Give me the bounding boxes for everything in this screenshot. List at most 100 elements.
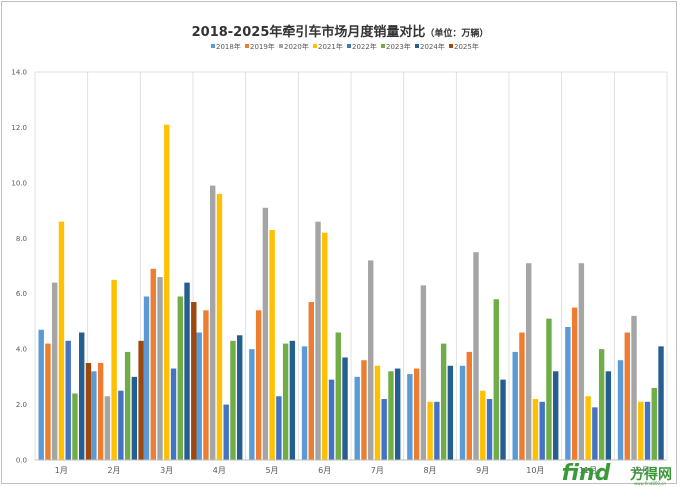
- bar-2020年-2月: [104, 396, 111, 460]
- bar-2025年-1月: [85, 363, 92, 460]
- legend-label-4: 2022年: [352, 42, 377, 51]
- y-tick-label: 2.0: [16, 401, 27, 409]
- bar-2018年-9月: [459, 365, 466, 460]
- legend-swatch-1: [245, 44, 249, 48]
- bar-2019年-5月: [255, 310, 262, 460]
- bar-2023年-5月: [282, 343, 289, 460]
- legend-swatch-0: [211, 44, 215, 48]
- bar-2020年-3月: [157, 277, 163, 460]
- bar-2022年-8月: [434, 401, 440, 460]
- bar-2023年-4月: [230, 340, 236, 460]
- bar-2021年-6月: [322, 232, 328, 460]
- bar-2018年-7月: [354, 376, 360, 460]
- bar-2023年-10月: [546, 318, 552, 460]
- bar-2019年-3月: [150, 268, 156, 460]
- bar-2021年-10月: [532, 399, 539, 460]
- bar-2018年-3月: [143, 296, 150, 460]
- y-tick-label: 12.0: [11, 124, 27, 132]
- chart-title-unit: （单位：万辆）: [425, 27, 488, 39]
- bar-2023年-1月: [72, 393, 78, 460]
- legend-swatch-5: [381, 44, 385, 48]
- y-tick-label: 4.0: [16, 346, 27, 354]
- bar-2024年-12月: [658, 346, 664, 460]
- bar-2020年-4月: [210, 185, 216, 460]
- bar-2023年-8月: [440, 343, 447, 460]
- x-category-label: 3月: [160, 466, 173, 475]
- bar-marks: [38, 124, 664, 460]
- bar-2020年-5月: [262, 207, 269, 460]
- bar-2022年-7月: [381, 399, 387, 460]
- bar-2018年-10月: [512, 351, 518, 460]
- bar-2019年-10月: [519, 332, 525, 460]
- bar-2025年-2月: [138, 340, 144, 460]
- y-axis: 0.0 2.0 4.0 6.0 8.0 10.0 12.0 14.0: [11, 69, 27, 465]
- x-axis: 1月 2月 3月 4月 5月 6月 7月 8月 9月 10月 11月 12月: [35, 459, 667, 475]
- bar-2022年-6月: [328, 379, 335, 460]
- legend-label-6: 2024年: [420, 42, 445, 51]
- chart-title: 2018-2025年牵引车市场月度销量对比（单位：万辆）: [192, 24, 489, 40]
- watermark-brand-cn: 方得网: [630, 466, 672, 483]
- x-category-label: 4月: [213, 466, 226, 475]
- bar-2018年-5月: [249, 349, 255, 460]
- bar-2024年-6月: [342, 357, 348, 460]
- bar-2022年-12月: [644, 401, 651, 460]
- bar-2021年-4月: [216, 193, 223, 460]
- legend-label-0: 2018年: [216, 42, 241, 51]
- bar-2024年-4月: [237, 335, 243, 460]
- bar-2023年-6月: [335, 332, 341, 460]
- bar-2021年-8月: [427, 401, 433, 460]
- bar-2022年-2月: [118, 390, 124, 460]
- bar-2023年-3月: [177, 296, 183, 460]
- bar-2021年-3月: [164, 124, 170, 460]
- bar-2021年-5月: [269, 229, 275, 460]
- bar-2020年-7月: [368, 260, 374, 460]
- bar-2022年-1月: [65, 340, 71, 460]
- chart-title-main: 2018-2025年牵引车市场月度销量对比: [192, 24, 426, 40]
- bar-2019年-12月: [624, 332, 630, 460]
- bar-2024年-11月: [605, 371, 612, 460]
- x-category-label: 6月: [318, 466, 331, 475]
- bar-2022年-11月: [592, 407, 598, 460]
- bar-2025年-3月: [191, 302, 197, 460]
- bar-2023年-7月: [388, 371, 394, 460]
- bar-2019年-2月: [97, 363, 104, 460]
- legend-label-3: 2021年: [318, 42, 343, 51]
- bar-2024年-9月: [500, 379, 506, 460]
- bar-2019年-9月: [466, 351, 472, 460]
- bar-2020年-11月: [578, 263, 585, 460]
- bar-2019年-6月: [308, 302, 314, 460]
- bar-2020年-6月: [315, 221, 321, 460]
- bar-2022年-4月: [223, 404, 229, 460]
- bar-2021年-11月: [585, 396, 591, 460]
- bar-2022年-10月: [539, 401, 545, 460]
- bar-2023年-2月: [124, 351, 131, 460]
- bar-2024年-10月: [553, 371, 559, 460]
- bar-2019年-1月: [45, 343, 51, 460]
- watermark-url: www.find800.cn: [634, 481, 666, 486]
- bar-2023年-11月: [598, 349, 605, 460]
- bar-2018年-12月: [617, 360, 624, 460]
- legend: 2018年 2019年 2020年 2021年 2022年 2023年 2024年 2025年: [211, 42, 479, 51]
- bar-2020年-1月: [52, 282, 58, 460]
- bar-2020年-10月: [526, 263, 532, 460]
- legend-label-5: 2023年: [386, 42, 411, 51]
- bar-2024年-5月: [289, 340, 296, 460]
- y-tick-label: 14.0: [11, 69, 27, 77]
- bar-2018年-4月: [196, 332, 202, 460]
- bar-2023年-12月: [651, 387, 657, 460]
- bar-2024年-2月: [131, 376, 138, 460]
- bar-2021年-9月: [480, 390, 486, 460]
- x-category-label: 7月: [371, 466, 384, 475]
- bar-2021年-2月: [111, 279, 117, 460]
- bar-2020年-9月: [473, 252, 479, 460]
- x-category-label: 12月: [632, 466, 650, 475]
- watermark-brand: find: [562, 461, 611, 486]
- bar-2019年-4月: [203, 310, 209, 460]
- bar-2024年-3月: [184, 282, 190, 460]
- bar-2021年-12月: [638, 401, 644, 460]
- bar-2019年-11月: [571, 307, 578, 460]
- y-tick-label: 10.0: [11, 179, 27, 187]
- bar-2024年-8月: [447, 365, 454, 460]
